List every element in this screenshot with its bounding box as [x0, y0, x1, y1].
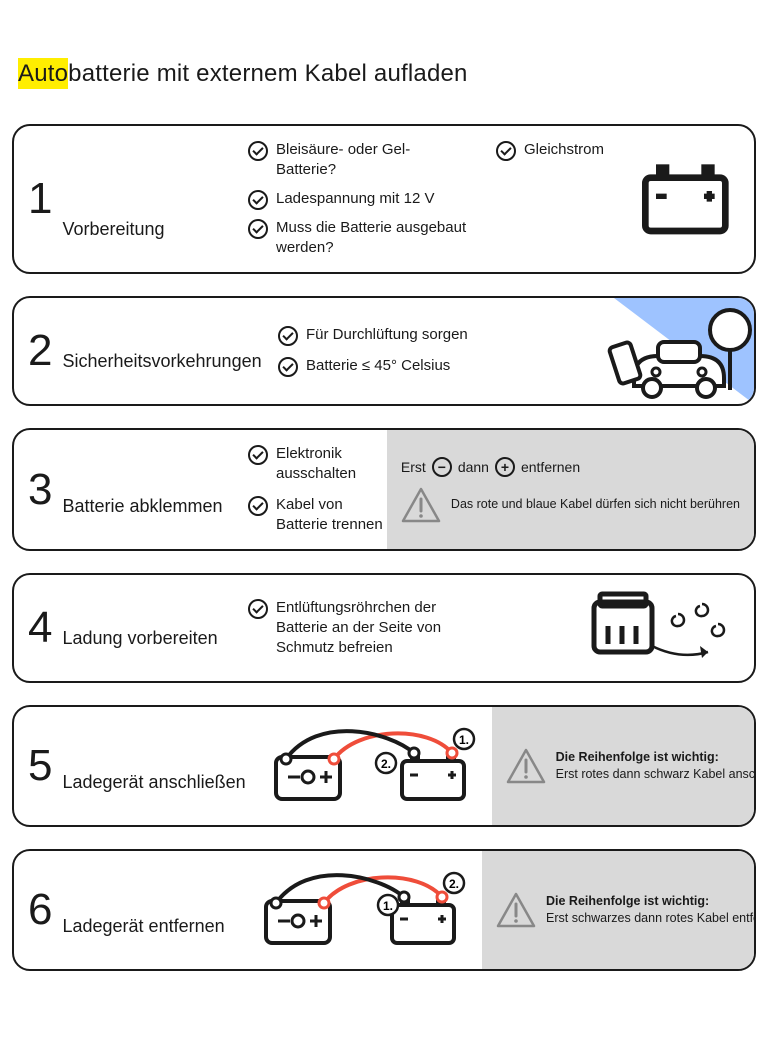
check-item: Kabel von Batterie trennen: [248, 495, 383, 536]
step-warning-panel: Die Reihenfolge ist wichtig: Erst schwar…: [482, 851, 756, 969]
step-header: 5 Ladegerät anschließen: [14, 707, 254, 825]
diagram-label-1: 1.: [459, 733, 469, 747]
page-title: Autobatterie mit externem Kabel aufladen: [18, 58, 468, 89]
step-number: 1: [28, 177, 52, 221]
warning-triangle-icon: [506, 748, 546, 784]
page-title-wrap: Autobatterie mit externem Kabel aufladen: [18, 60, 756, 88]
check-icon: [278, 326, 298, 346]
step-4: 4 Ladung vorbereiten Entlüftungsröhrchen…: [12, 573, 756, 683]
step-number: 6: [28, 888, 52, 932]
title-rest: batterie mit externem Kabel aufladen: [68, 60, 467, 87]
warning-row: Die Reihenfolge ist wichtig: Erst rotes …: [506, 748, 756, 784]
diagram-label-1: 1.: [383, 899, 393, 913]
step-title: Ladung vorbereiten: [62, 628, 217, 667]
step-header: 1 Vorbereitung: [14, 126, 244, 272]
disconnect-diagram-icon: 1. 2.: [248, 865, 478, 955]
warning-text: Die Reihenfolge ist wichtig: Erst rotes …: [556, 749, 756, 783]
warning-triangle-icon: [496, 892, 536, 928]
check-icon: [496, 141, 516, 161]
step-warning-panel: Erst − dann + entfernen Das rote und bla…: [387, 430, 754, 549]
step-diagram: 1. 2.: [244, 851, 482, 969]
check-icon: [248, 496, 268, 516]
battery-icon: [630, 159, 740, 239]
step-6: 6 Ladegerät entfernen 1.: [12, 849, 756, 971]
step-title: Vorbereitung: [62, 219, 164, 258]
step-icon-panel: [566, 575, 754, 681]
step-checklist: Elektronik ausschalten Kabel von Batteri…: [244, 430, 387, 549]
warning-triangle-icon: [401, 487, 441, 523]
step-warning-panel: Die Reihenfolge ist wichtig: Erst rotes …: [492, 707, 756, 825]
check-item: Batterie ≤ 45° Celsius: [278, 356, 498, 377]
check-item: Bleisäure- oder Gel-Batterie?: [248, 140, 468, 181]
minus-sign-icon: −: [432, 457, 452, 477]
check-item: Ladespannung mit 12 V: [248, 189, 434, 210]
step-number: 4: [28, 606, 52, 650]
step-header: 6 Ladegerät entfernen: [14, 851, 244, 969]
connect-diagram-icon: 1. 2.: [258, 721, 488, 811]
step-title: Ladegerät entfernen: [62, 916, 224, 955]
check-item: Für Durchlüftung sorgen: [278, 325, 498, 346]
step-5: 5 Ladegerät anschließen: [12, 705, 756, 827]
step-header: 4 Ladung vorbereiten: [14, 575, 244, 681]
sequence-line: Erst − dann + entfernen: [401, 457, 580, 477]
check-item: Muss die Batterie ausgebaut werden?: [248, 218, 468, 259]
step-title: Sicherheitsvorkehrungen: [62, 351, 261, 390]
check-icon: [248, 219, 268, 239]
step-3: 3 Batterie abklemmen Elektronik ausschal…: [12, 428, 756, 551]
step-checklist: Für Durchlüftung sorgen Batterie ≤ 45° C…: [274, 298, 574, 404]
plus-sign-icon: +: [495, 457, 515, 477]
battery-dust-icon: [580, 588, 740, 668]
check-icon: [248, 141, 268, 161]
warning-row: Die Reihenfolge ist wichtig: Erst schwar…: [496, 892, 756, 928]
check-icon: [248, 190, 268, 210]
check-item: Elektronik ausschalten: [248, 444, 383, 485]
step-2: 2 Sicherheitsvorkehrungen Für Durchlüftu…: [12, 296, 756, 406]
diagram-label-2: 2.: [381, 757, 391, 771]
step-icon-panel: [616, 126, 754, 272]
check-icon: [278, 357, 298, 377]
step-number: 5: [28, 744, 52, 788]
title-highlight: Auto: [18, 58, 68, 89]
check-item: Gleichstrom: [496, 140, 604, 181]
check-item: Entlüftungsröhrchen der Batterie an der …: [248, 598, 488, 659]
warning-text: Das rote und blaue Kabel dürfen sich nic…: [451, 496, 740, 513]
step-diagram: 1. 2.: [254, 707, 492, 825]
step-header: 3 Batterie abklemmen: [14, 430, 244, 549]
warning-text: Die Reihenfolge ist wichtig: Erst schwar…: [546, 893, 756, 927]
check-icon: [248, 599, 268, 619]
step-title: Batterie abklemmen: [62, 496, 222, 535]
step-number: 2: [28, 329, 52, 373]
step-number: 3: [28, 468, 52, 512]
warning-row: Das rote und blaue Kabel dürfen sich nic…: [401, 487, 740, 523]
step-header: 2 Sicherheitsvorkehrungen: [14, 298, 274, 404]
check-icon: [248, 445, 268, 465]
step-checklist: Bleisäure- oder Gel-Batterie? Gleichstro…: [244, 126, 616, 272]
step-icon-panel: [574, 298, 754, 404]
car-tree-icon: [574, 298, 754, 404]
step-title: Ladegerät anschließen: [62, 772, 245, 811]
step-checklist: Entlüftungsröhrchen der Batterie an der …: [244, 575, 566, 681]
diagram-label-2: 2.: [449, 877, 459, 891]
step-1: 1 Vorbereitung Bleisäure- oder Gel-Batte…: [12, 124, 756, 274]
